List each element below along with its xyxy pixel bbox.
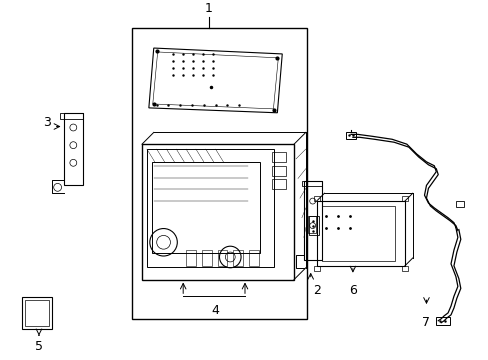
Bar — [248, 250, 258, 266]
Text: 3: 3 — [43, 116, 51, 129]
Bar — [146, 149, 274, 267]
Bar — [272, 152, 285, 162]
Bar — [60, 113, 83, 119]
Bar — [307, 216, 315, 233]
Bar — [455, 201, 463, 207]
Text: 2: 2 — [312, 284, 320, 297]
Bar — [202, 250, 211, 266]
Bar — [63, 113, 83, 185]
Bar — [313, 266, 319, 271]
Bar — [217, 250, 227, 266]
Text: 4: 4 — [211, 304, 219, 317]
Bar — [186, 250, 196, 266]
Bar — [151, 162, 259, 253]
Text: 1: 1 — [204, 2, 212, 15]
Bar — [401, 266, 407, 271]
Bar — [301, 181, 321, 186]
Bar — [308, 216, 318, 235]
Bar — [272, 180, 285, 189]
Bar — [22, 297, 52, 329]
Text: 7: 7 — [422, 316, 429, 329]
Bar — [435, 317, 449, 325]
Text: 5: 5 — [35, 341, 43, 354]
Text: 6: 6 — [348, 284, 356, 297]
Bar — [401, 196, 407, 201]
Bar — [313, 196, 319, 201]
Bar — [316, 201, 404, 266]
Bar — [346, 132, 355, 139]
Bar — [142, 144, 293, 280]
Bar — [321, 206, 394, 261]
Bar — [25, 300, 49, 326]
Bar — [303, 181, 321, 260]
Bar — [132, 28, 306, 319]
Bar — [272, 166, 285, 176]
Bar — [233, 250, 243, 266]
